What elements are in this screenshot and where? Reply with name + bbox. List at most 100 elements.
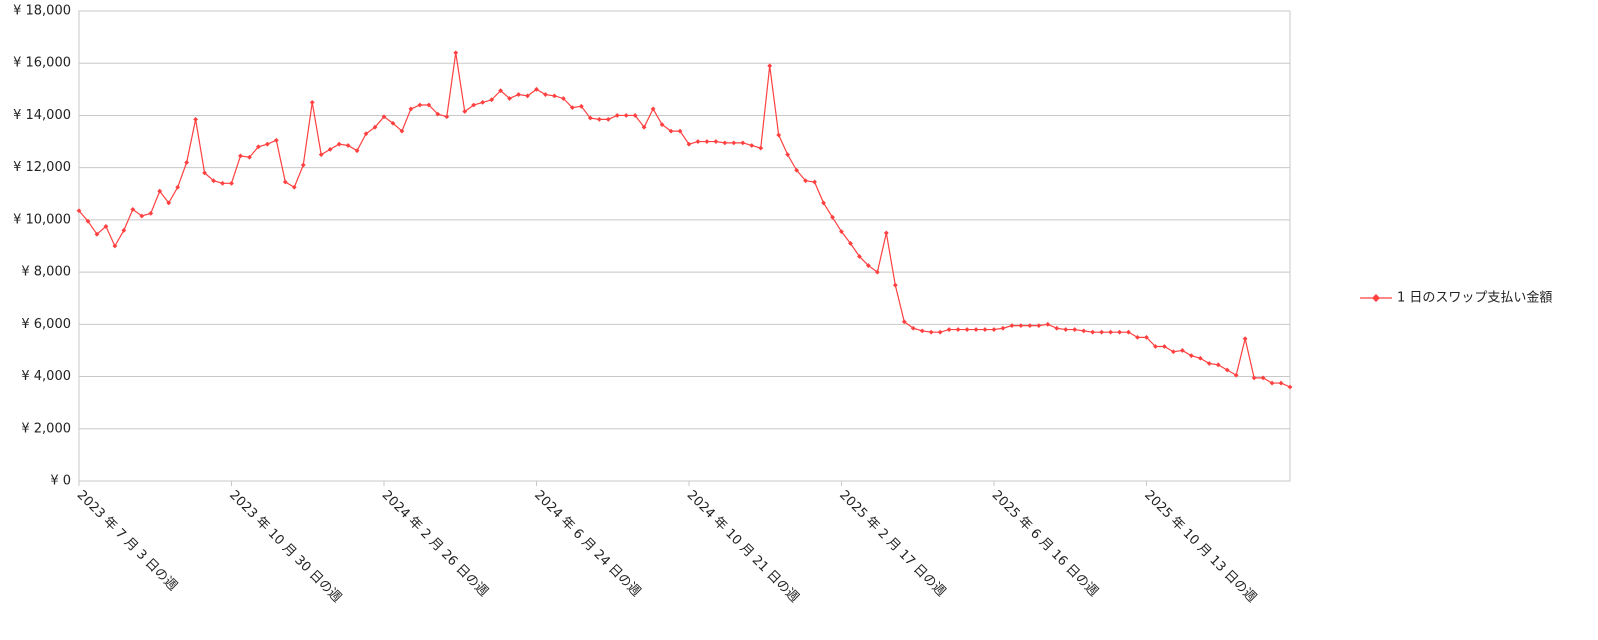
point-marker [1027, 323, 1033, 329]
legend-marker [1372, 294, 1380, 302]
point-marker [704, 139, 710, 144]
point-marker [1197, 355, 1203, 361]
point-marker [1278, 380, 1284, 386]
point-marker [1206, 361, 1212, 366]
point-marker [229, 180, 234, 186]
plot-border [78, 10, 1291, 482]
point-marker [309, 99, 315, 105]
point-marker [175, 184, 181, 190]
point-marker [937, 329, 943, 335]
point-marker [650, 106, 656, 112]
point-marker [264, 141, 270, 147]
point-marker [1269, 380, 1275, 386]
point-marker [659, 122, 665, 127]
point-marker [202, 170, 207, 176]
point-marker [291, 184, 297, 190]
point-marker [982, 327, 988, 332]
x-tick-label: 2023 年 10 月 30 日の週 [226, 488, 344, 606]
point-marker [1117, 329, 1122, 335]
point-marker [273, 137, 279, 143]
series-line [78, 52, 1291, 388]
point-marker [417, 102, 423, 108]
point-marker [1251, 375, 1257, 381]
point-marker [865, 263, 871, 268]
point-marker [399, 128, 405, 134]
point-marker [946, 327, 952, 332]
point-marker [892, 282, 898, 288]
point-marker [919, 328, 925, 334]
point-marker [740, 140, 746, 146]
point-marker [1260, 375, 1266, 381]
point-marker [94, 231, 100, 237]
point-marker [238, 153, 243, 159]
point-marker [973, 327, 979, 332]
point-marker [139, 213, 145, 219]
point-marker [910, 325, 916, 331]
point-marker [489, 97, 495, 103]
point-marker [928, 329, 934, 335]
point-marker [462, 109, 468, 114]
point-marker [695, 139, 701, 144]
point-marker [435, 111, 441, 117]
point-marker [1036, 323, 1042, 329]
point-marker [1126, 329, 1131, 335]
point-marker [1179, 348, 1185, 353]
point-marker [408, 106, 414, 112]
point-marker [1135, 334, 1140, 340]
y-tick-label: ¥ 6,000 [21, 317, 71, 332]
point-marker [1287, 384, 1293, 390]
point-marker [381, 114, 387, 120]
point-marker [1054, 325, 1060, 331]
point-marker [130, 207, 136, 212]
point-marker [480, 99, 486, 105]
point-marker [713, 139, 719, 144]
x-tick-label: 2025 年 2 月 17 日の週 [836, 488, 948, 600]
point-marker [76, 208, 82, 214]
point-marker [991, 327, 997, 332]
point-marker [767, 63, 773, 69]
x-tick-label: 2024 年 6 月 24 日の週 [531, 488, 643, 600]
point-marker [471, 102, 477, 108]
point-marker [1072, 327, 1078, 332]
y-tick-label: ¥ 4,000 [21, 369, 71, 384]
point-marker [632, 113, 638, 118]
point-marker [345, 143, 351, 148]
point-marker [534, 86, 539, 92]
y-tick-label: ¥ 18,000 [13, 4, 71, 19]
point-marker [776, 132, 782, 138]
point-marker [112, 243, 118, 249]
point-marker [220, 180, 225, 186]
point-marker [1000, 325, 1006, 331]
point-marker [157, 188, 163, 194]
point-marker [1009, 323, 1015, 329]
point-marker [300, 162, 306, 168]
point-marker [247, 154, 252, 160]
y-tick-label: ¥ 2,000 [21, 421, 71, 436]
point-marker [543, 92, 548, 97]
point-marker [1099, 329, 1105, 335]
point-marker [758, 145, 764, 151]
point-marker [1108, 329, 1113, 335]
point-marker [803, 178, 808, 184]
point-marker [453, 50, 459, 56]
point-marker [794, 167, 800, 173]
point-marker [785, 152, 791, 158]
point-marker [1188, 353, 1194, 359]
point-marker [812, 179, 817, 185]
point-marker [623, 113, 629, 118]
point-marker [1233, 372, 1239, 378]
point-marker [839, 229, 844, 235]
x-tick-label: 2024 年 10 月 21 日の週 [684, 488, 802, 606]
point-marker [1224, 367, 1230, 373]
point-marker [336, 141, 342, 147]
point-marker [1242, 336, 1248, 342]
point-marker [1215, 362, 1221, 368]
x-tick-label: 2025 年 10 月 13 日の週 [1141, 488, 1259, 606]
point-marker [525, 93, 530, 99]
y-tick-label: ¥ 12,000 [13, 160, 71, 175]
point-marker [587, 115, 593, 121]
point-marker [1063, 327, 1069, 332]
point-marker [857, 254, 862, 259]
point-marker [148, 210, 154, 216]
